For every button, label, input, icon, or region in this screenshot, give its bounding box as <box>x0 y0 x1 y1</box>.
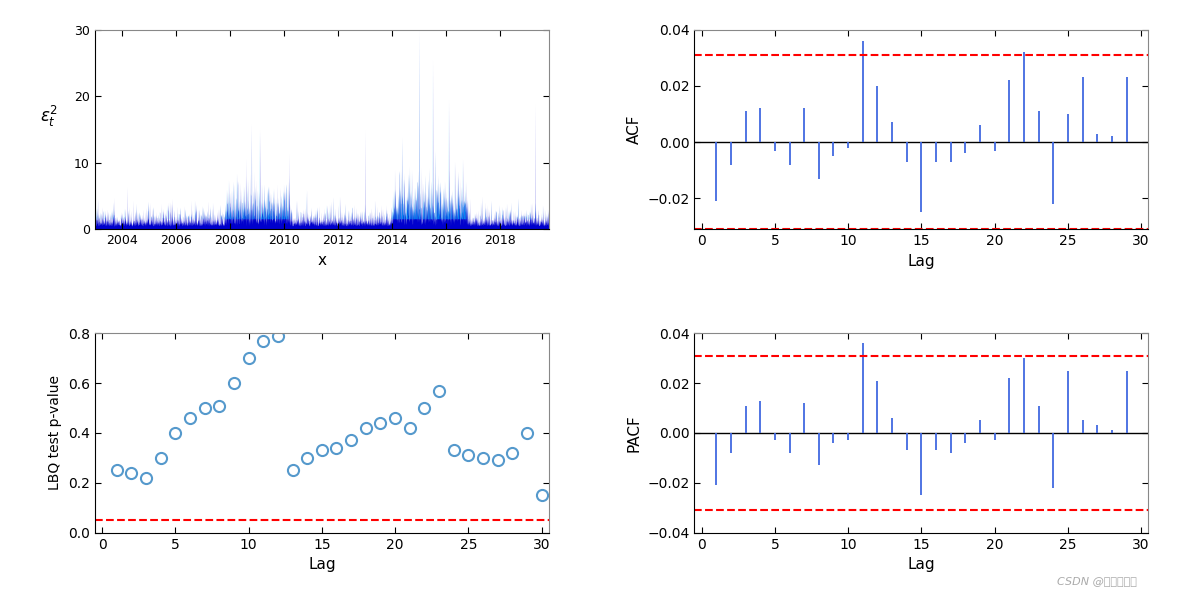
Y-axis label: PACF: PACF <box>626 414 642 452</box>
X-axis label: Lag: Lag <box>908 557 935 572</box>
X-axis label: Lag: Lag <box>308 557 335 572</box>
X-axis label: x: x <box>317 253 327 268</box>
Y-axis label: LBQ test p-value: LBQ test p-value <box>49 375 63 490</box>
Y-axis label: ACF: ACF <box>626 115 642 144</box>
Text: CSDN @拓端研究室: CSDN @拓端研究室 <box>1057 576 1137 586</box>
Y-axis label: $\varepsilon_t^2$: $\varepsilon_t^2$ <box>40 104 58 130</box>
X-axis label: Lag: Lag <box>908 254 935 269</box>
